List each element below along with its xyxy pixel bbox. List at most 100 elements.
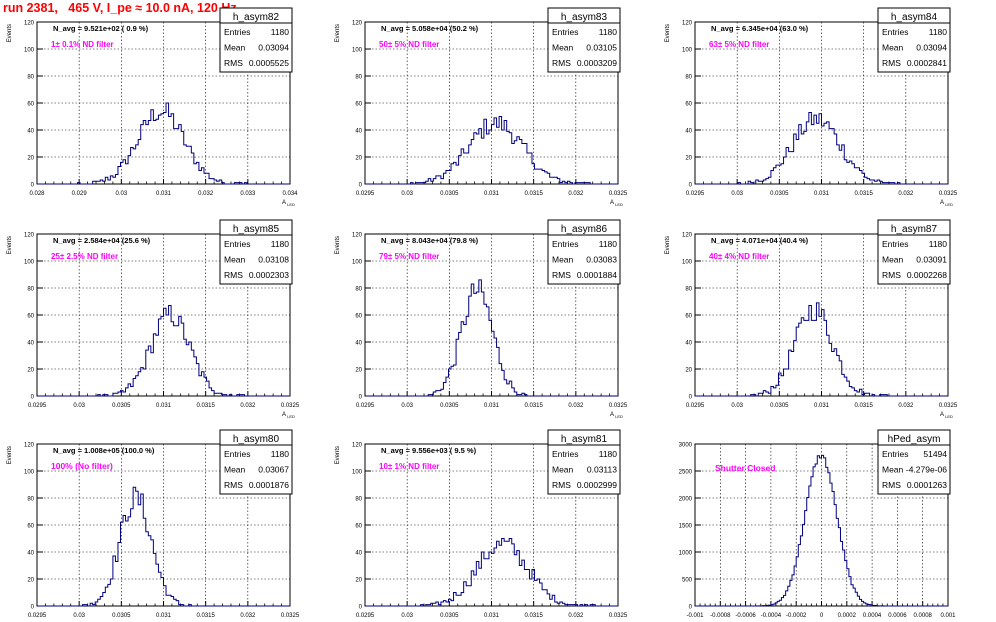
y-axis-title: Events bbox=[335, 24, 341, 42]
histogram-line bbox=[695, 454, 948, 607]
histogram-name: h_asym81 bbox=[561, 434, 608, 445]
y-tick-label: 120 bbox=[352, 21, 363, 27]
histogram-name: h_asym82 bbox=[233, 12, 280, 23]
stats-value: 0.0003209 bbox=[577, 58, 617, 68]
filter-label: 100% (No filter) bbox=[51, 461, 113, 471]
y-tick-label: 40 bbox=[27, 551, 34, 557]
y-tick-label: 0 bbox=[359, 395, 363, 401]
histogram-name: hPed_asym bbox=[888, 434, 941, 445]
x-tick-label: 0.031 bbox=[484, 191, 500, 197]
stats-value: -4.279e-06 bbox=[906, 465, 947, 475]
y-tick-label: 0 bbox=[31, 395, 35, 401]
y-tick-label: 40 bbox=[355, 129, 362, 135]
stats-label: Mean bbox=[552, 465, 574, 475]
y-tick-label: 80 bbox=[355, 497, 362, 503]
stats-value: 0.0002841 bbox=[907, 58, 947, 68]
stats-value: 0.03113 bbox=[587, 465, 617, 475]
x-tick-label: 0.0295 bbox=[686, 191, 705, 197]
stats-label: RMS bbox=[552, 480, 571, 490]
x-tick-label: 0.0325 bbox=[609, 613, 628, 619]
stats-value: 1180 bbox=[929, 239, 948, 249]
y-tick-label: 40 bbox=[685, 129, 692, 135]
stats-value: 0.03094 bbox=[258, 43, 289, 53]
x-tick-label: 0.0325 bbox=[609, 191, 628, 197]
stats-value: 0.03067 bbox=[258, 465, 289, 475]
x-tick-label: 0.03 bbox=[401, 403, 413, 409]
y-tick-label: 80 bbox=[27, 287, 34, 293]
histogram-panel-h_asym80: 0.0295 0.03 0.0305 0.031 0.0315 0.032 0.0325 0 2… bbox=[7, 429, 300, 619]
y-tick-label: 60 bbox=[355, 314, 362, 320]
histogram-line bbox=[695, 302, 948, 397]
x-axis-title: A LED bbox=[282, 412, 295, 419]
x-tick-label: 0.032 bbox=[568, 191, 584, 197]
x-tick-label: -0.0004 bbox=[761, 613, 782, 619]
x-tick-label: 0.0295 bbox=[686, 403, 705, 409]
x-tick-label: 0.0305 bbox=[770, 191, 789, 197]
y-tick-label: 2000 bbox=[679, 497, 693, 503]
filter-label: 1± 0.1% ND filter bbox=[51, 40, 114, 49]
y-tick-label: 80 bbox=[685, 75, 692, 81]
x-tick-label: 0.03 bbox=[401, 613, 413, 619]
x-tick-label: 0.0315 bbox=[196, 403, 215, 409]
stats-value: 51494 bbox=[923, 449, 947, 459]
stats-value: 0.03108 bbox=[258, 255, 289, 265]
x-tick-label: 0.031 bbox=[484, 403, 500, 409]
x-tick-label: 0.032 bbox=[240, 403, 256, 409]
stats-label: Entries bbox=[882, 239, 908, 249]
x-tick-label: -0.0008 bbox=[710, 613, 731, 619]
histogram-panel-h_asym85: 0.0295 0.03 0.0305 0.031 0.0315 0.032 0.0325 0 2… bbox=[7, 219, 300, 419]
stats-value: 0.03083 bbox=[586, 255, 617, 265]
histogram-name: h_asym80 bbox=[233, 434, 280, 445]
histogram-line bbox=[695, 111, 948, 185]
x-tick-label: 0.0305 bbox=[440, 613, 459, 619]
y-tick-label: 100 bbox=[24, 470, 35, 476]
y-tick-label: 40 bbox=[685, 341, 692, 347]
stats-value: 0.0001263 bbox=[907, 480, 947, 490]
stats-label: Entries bbox=[882, 449, 908, 459]
stats-box bbox=[877, 429, 951, 495]
x-tick-label: -0.0002 bbox=[786, 613, 807, 619]
y-tick-label: 80 bbox=[685, 287, 692, 293]
y-tick-label: 0 bbox=[689, 183, 693, 189]
stats-value: 0.0001876 bbox=[249, 480, 289, 490]
stats-value: 0.03094 bbox=[916, 43, 947, 53]
navg-label: N_avg = 9.521e+02 ( 0.9 %) bbox=[53, 24, 149, 33]
y-tick-label: 3000 bbox=[679, 443, 693, 449]
y-tick-label: 60 bbox=[355, 102, 362, 108]
x-tick-label: 0.0325 bbox=[281, 613, 300, 619]
x-tick-label: 0.001 bbox=[940, 613, 956, 619]
x-axis-title: A LED bbox=[610, 412, 623, 419]
stats-value: 1180 bbox=[599, 239, 618, 249]
x-tick-label: 0.034 bbox=[282, 191, 298, 197]
stats-label: Mean bbox=[882, 255, 904, 265]
y-tick-label: 60 bbox=[685, 314, 692, 320]
x-tick-label: 0.0315 bbox=[524, 403, 543, 409]
stats-value: 1180 bbox=[599, 449, 618, 459]
filter-label: 79± 5% ND filter bbox=[379, 252, 439, 261]
y-tick-label: 1500 bbox=[679, 524, 693, 530]
stats-label: Entries bbox=[882, 27, 908, 37]
y-tick-label: 20 bbox=[355, 368, 362, 374]
y-tick-label: 100 bbox=[682, 260, 693, 266]
x-tick-label: 0.0325 bbox=[939, 191, 958, 197]
histogram-panel-h_asym87: 0.0295 0.03 0.0305 0.031 0.0315 0.032 0.0325 0 2… bbox=[665, 219, 958, 419]
y-axis-title: Events bbox=[335, 236, 341, 254]
filter-label: Shutter Closed bbox=[715, 463, 775, 473]
x-tick-label: 0.0305 bbox=[440, 403, 459, 409]
stats-label: RMS bbox=[882, 270, 901, 280]
y-tick-label: 60 bbox=[355, 524, 362, 530]
x-tick-label: 0.032 bbox=[898, 191, 914, 197]
x-tick-label: 0.031 bbox=[814, 403, 830, 409]
stats-label: Entries bbox=[552, 239, 578, 249]
x-tick-label: 0.0295 bbox=[28, 403, 47, 409]
stats-label: Mean bbox=[552, 43, 574, 53]
x-tick-label: 0.031 bbox=[814, 191, 830, 197]
x-tick-label: 0.0006 bbox=[888, 613, 907, 619]
x-axis-title: A LED bbox=[940, 412, 953, 419]
stats-label: RMS bbox=[552, 270, 571, 280]
y-tick-label: 120 bbox=[352, 233, 363, 239]
x-tick-label: -0.0006 bbox=[735, 613, 756, 619]
y-axis-title: Events bbox=[335, 446, 341, 464]
y-tick-label: 120 bbox=[682, 21, 693, 27]
stats-value: 1180 bbox=[271, 239, 290, 249]
